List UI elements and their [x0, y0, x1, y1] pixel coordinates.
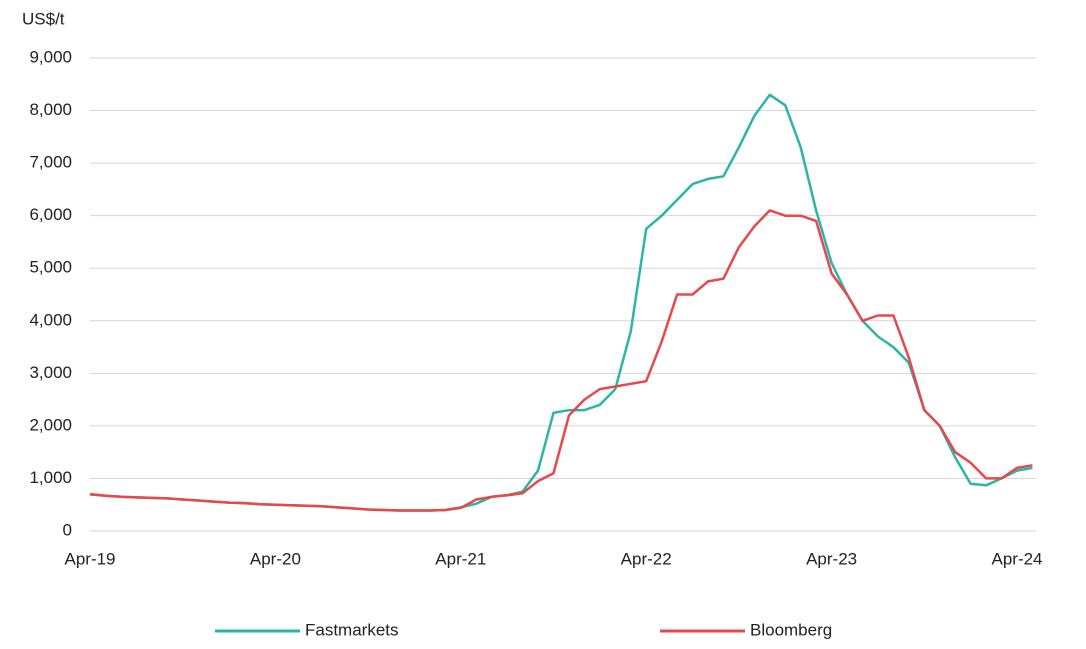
x-tick-label: Apr-24: [991, 549, 1042, 568]
y-tick-label: 1,000: [29, 468, 72, 487]
y-tick-label: 2,000: [29, 415, 72, 434]
y-tick-label: 4,000: [29, 310, 72, 329]
y-tick-label: 7,000: [29, 153, 72, 172]
x-tick-label: Apr-20: [250, 549, 301, 568]
y-tick-label: 6,000: [29, 205, 72, 224]
y-axis-unit: US$/t: [22, 9, 65, 28]
y-tick-label: 0: [63, 520, 72, 539]
legend-label: Bloomberg: [750, 620, 832, 639]
series-line: [89, 209, 1033, 512]
x-tick-label: Apr-23: [806, 549, 857, 568]
legend-label: Fastmarkets: [305, 620, 399, 639]
x-tick-label: Apr-19: [64, 549, 115, 568]
x-tick-label: Apr-21: [435, 549, 486, 568]
y-tick-label: 9,000: [29, 47, 72, 66]
x-tick-label: Apr-22: [621, 549, 672, 568]
y-tick-label: 5,000: [29, 258, 72, 277]
y-tick-label: 3,000: [29, 363, 72, 382]
y-tick-label: 8,000: [29, 100, 72, 119]
